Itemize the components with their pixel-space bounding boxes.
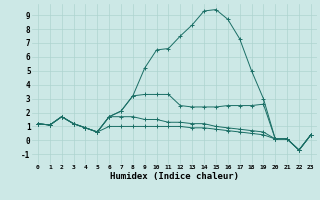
- X-axis label: Humidex (Indice chaleur): Humidex (Indice chaleur): [110, 172, 239, 181]
